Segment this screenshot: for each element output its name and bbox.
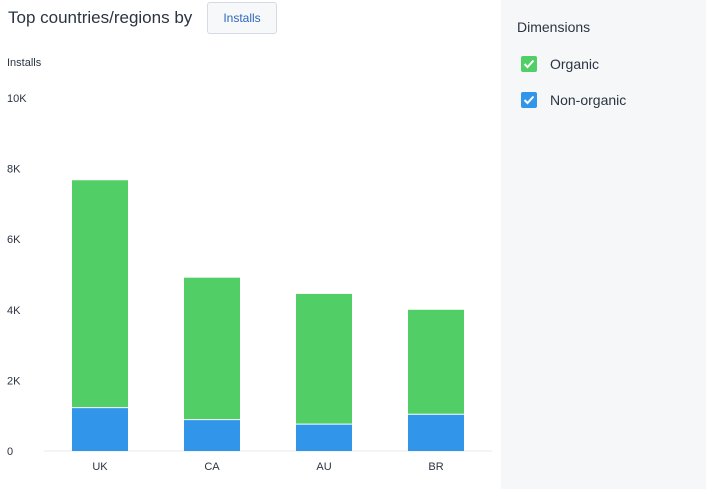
bar-non-organic-br[interactable] (408, 414, 464, 451)
non-organic-label: Non-organic (550, 92, 627, 108)
bar-non-organic-ca[interactable] (184, 419, 240, 451)
dimensions-title: Dimensions (517, 19, 591, 35)
y-tick-label: 6K (7, 234, 21, 246)
bar-organic-uk[interactable] (72, 180, 128, 408)
non-organic-checkbox[interactable] (521, 92, 537, 108)
bar-chart: Installs 0 2K 4K 6K 8K 10K UK CA AU BR (0, 40, 500, 489)
x-tick-label: CA (204, 461, 220, 473)
y-tick-label: 10K (7, 93, 27, 105)
y-tick-label: 0 (7, 446, 13, 458)
bar-non-organic-au[interactable] (296, 424, 352, 451)
x-tick-label: UK (92, 461, 108, 473)
chart-svg: Installs 0 2K 4K 6K 8K 10K UK CA AU BR (7, 57, 492, 473)
legend-item-non-organic[interactable]: Non-organic (521, 90, 626, 110)
y-tick-label: 2K (7, 375, 21, 387)
chart-title: Top countries/regions by (8, 8, 193, 27)
y-axis: 0 2K 4K 6K 8K 10K (7, 93, 27, 458)
check-icon (523, 95, 535, 105)
chart-header: Top countries/regions by (8, 2, 192, 34)
organic-label: Organic (550, 56, 600, 72)
y-axis-title: Installs (7, 57, 42, 69)
y-tick-label: 8K (7, 164, 21, 176)
x-tick-label: AU (316, 461, 331, 473)
bar-organic-br[interactable] (408, 309, 464, 415)
metric-selector-button[interactable]: Installs (207, 2, 277, 34)
x-axis: UK CA AU BR (92, 461, 443, 473)
organic-checkbox[interactable] (521, 56, 537, 72)
check-icon (523, 59, 535, 69)
bars-group (72, 180, 464, 451)
legend-item-organic[interactable]: Organic (521, 54, 599, 74)
bar-organic-au[interactable] (296, 293, 352, 425)
dimensions-panel: Dimensions Organic Non-organic (501, 0, 706, 489)
y-tick-label: 4K (7, 305, 21, 317)
bar-organic-ca[interactable] (184, 277, 240, 420)
bar-non-organic-uk[interactable] (72, 407, 128, 451)
x-tick-label: BR (428, 461, 443, 473)
